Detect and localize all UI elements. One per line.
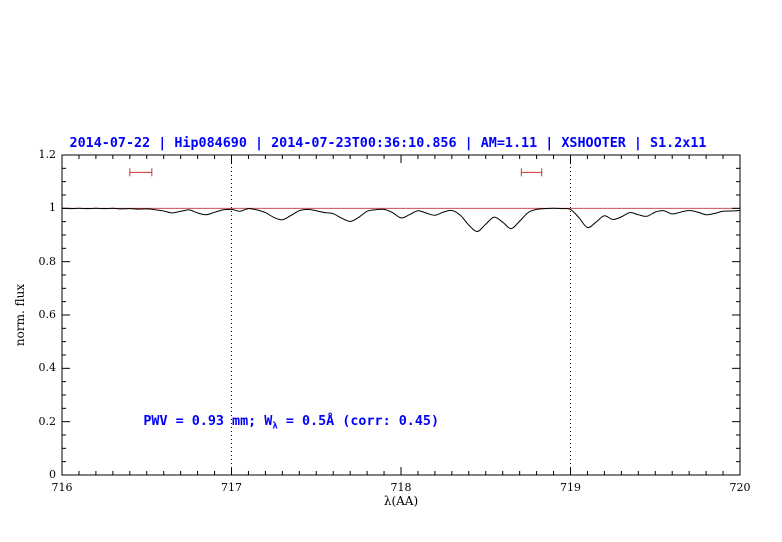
x-tick-label: 719 [560,481,581,494]
x-axis-label: λ(AA) [383,494,419,508]
y-tick-label: 0.8 [38,254,57,268]
x-tick-label: 720 [729,481,751,494]
annotation-text-after: = 0.5Å (corr: 0.45) [277,413,440,429]
spectrum-line [61,207,741,232]
y-tick-label: 0.2 [38,414,57,428]
y-tick-label: 0 [49,468,56,481]
annotation-text-before: PWV = 0.93 mm; W [143,413,273,429]
y-tick-label: 0.4 [38,361,57,375]
x-tick-label: 717 [221,481,242,494]
x-tick-label: 718 [390,481,412,494]
annotation-sub-lambda: λ [272,421,278,432]
y-tick-label: 0.6 [38,308,57,321]
y-tick-label: 1.2 [38,148,57,161]
pwv-annotation: PWV = 0.93 mm; Wλ = 0.5Å (corr: 0.45) [143,414,439,435]
x-tick-label: 716 [51,481,73,494]
chart-title: 2014-07-22 | Hip084690 | 2014-07-23T00:3… [69,136,707,151]
y-tick-label: 1 [49,201,56,215]
